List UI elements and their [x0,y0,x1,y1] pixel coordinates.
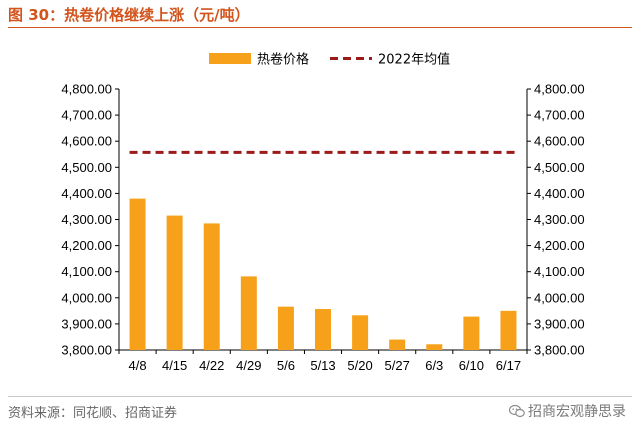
title-rule [8,27,632,28]
y-tick-label-right: 4,700.00 [534,108,585,123]
x-tick-label: 5/6 [277,358,295,373]
y-tick-label-right: 4,100.00 [534,264,585,279]
bar [240,276,257,350]
bar [463,316,480,350]
x-tick-label: 5/20 [347,358,372,373]
y-tick-label-left: 4,700.00 [61,108,112,123]
watermark-text: 招商宏观静思录 [528,404,626,420]
y-tick-label-left: 4,200.00 [61,238,112,253]
wechat-icon [509,404,525,418]
y-tick-label-left: 3,900.00 [61,316,112,331]
y-tick-label-left: 4,600.00 [61,134,112,149]
bar [315,309,331,350]
bar [426,344,443,350]
y-tick-label-left: 3,800.00 [61,343,112,358]
y-tick-label-right: 3,800.00 [534,343,585,358]
bar-chart: 3,800.00 3,900.00 4,000.00 4,100.00 4,200.00… [61,52,585,374]
legend-swatch-bar [209,53,251,64]
y-tick-label-left: 4,500.00 [61,160,112,175]
y-tick-label-left: 4,800.00 [61,82,112,97]
x-tick-label: 5/13 [310,358,335,373]
y-tick-label-right: 4,600.00 [534,134,585,149]
x-tick-label: 5/27 [385,358,410,373]
bar [389,339,406,350]
y-tick-label-left: 4,400.00 [61,186,112,201]
figure-title: 图 30：热卷价格继续上涨（元/吨） [8,6,250,24]
watermark: 招商宏观静思录 [509,401,626,421]
bar [166,215,183,350]
y-tick-label-right: 4,500.00 [534,160,585,175]
y-tick-label-left: 4,000.00 [61,290,112,305]
x-tick-label: 4/15 [162,358,187,373]
y-tick-label-right: 4,000.00 [534,290,585,305]
source-note: 资料来源：同花顺、招商证券 [8,406,178,421]
y-tick-label-right: 3,900.00 [534,316,585,331]
y-tick-label-right: 4,200.00 [534,238,585,253]
footer-rule [8,396,632,397]
x-tick-label: 4/8 [129,358,147,373]
x-tick-label: 6/17 [496,358,521,373]
bar [129,198,146,350]
legend-label-line: 2022年均值 [378,52,450,68]
y-tick-label-left: 4,300.00 [61,212,112,227]
bar [277,306,294,350]
y-tick-label-right: 4,300.00 [534,212,585,227]
bar [203,223,220,350]
legend-label-bar: 热卷价格 [257,52,309,68]
x-tick-label: 4/29 [236,358,261,373]
x-tick-label: 4/22 [199,358,224,373]
y-tick-label-right: 4,800.00 [534,82,585,97]
bar [500,310,517,350]
x-tick-label: 6/3 [425,358,443,373]
y-tick-label-left: 4,100.00 [61,264,112,279]
x-tick-label: 6/10 [459,358,484,373]
y-tick-label-right: 4,400.00 [534,186,585,201]
bar [352,315,369,350]
